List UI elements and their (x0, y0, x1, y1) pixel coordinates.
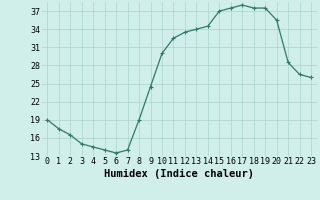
X-axis label: Humidex (Indice chaleur): Humidex (Indice chaleur) (104, 169, 254, 179)
